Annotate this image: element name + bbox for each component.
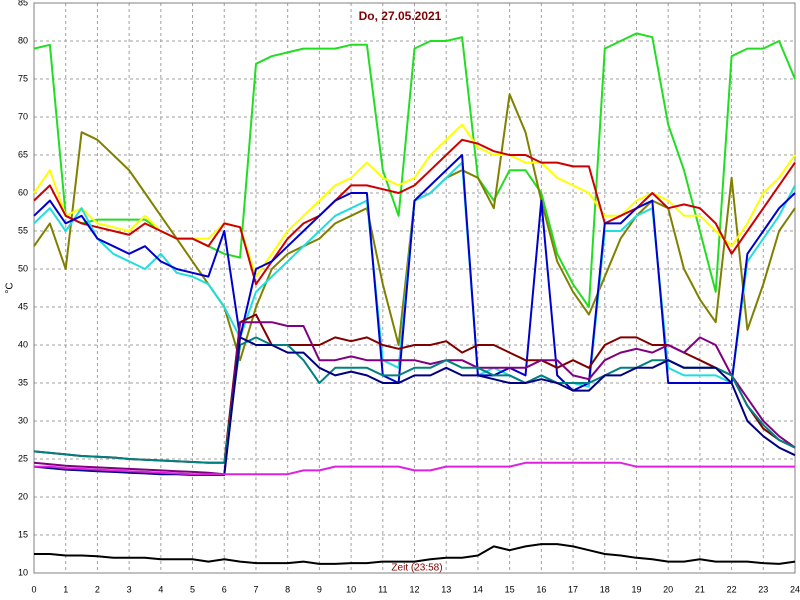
x-tick-label: 24 — [790, 584, 800, 594]
x-tick-label: 5 — [190, 584, 195, 594]
x-tick-label: 10 — [346, 584, 356, 594]
x-tick-label: 11 — [378, 584, 387, 594]
y-tick-label: 10 — [18, 567, 28, 577]
x-tick-label: 17 — [568, 584, 578, 594]
x-tick-label: 2 — [95, 584, 100, 594]
y-tick-label: 85 — [18, 0, 28, 7]
series-line — [33, 321, 796, 476]
y-tick-label: 35 — [18, 377, 28, 387]
x-tick-label: 19 — [631, 584, 641, 594]
x-tick-label: 15 — [505, 584, 515, 594]
y-tick-label: 60 — [18, 187, 28, 197]
x-tick-label: 9 — [317, 584, 322, 594]
y-tick-label: 65 — [18, 149, 28, 159]
chart-title: Do, 27.05.2021 — [359, 9, 442, 23]
x-tick-label: 0 — [31, 584, 36, 594]
x-tick-label: 22 — [727, 584, 737, 594]
annotation: Zeit (23:58) — [391, 563, 442, 574]
x-tick-label: 13 — [441, 584, 451, 594]
x-tick-label: 7 — [253, 584, 258, 594]
x-tick-label: 21 — [695, 584, 705, 594]
y-tick-label: 20 — [18, 491, 28, 501]
y-tick-label: 50 — [18, 263, 28, 273]
series-line — [34, 461, 795, 476]
y-tick-label: 30 — [18, 415, 28, 425]
y-tick-label: 15 — [18, 529, 28, 539]
y-tick-label: 55 — [18, 225, 28, 235]
series-line — [33, 336, 796, 476]
x-tick-label: 18 — [600, 584, 610, 594]
y-tick-label: 80 — [18, 35, 28, 45]
y-tick-label: 75 — [18, 73, 28, 83]
x-tick-label: 23 — [758, 584, 768, 594]
x-tick-label: 12 — [409, 584, 419, 594]
x-tick-label: 6 — [222, 584, 227, 594]
series-line — [33, 154, 796, 392]
x-tick-label: 1 — [63, 584, 68, 594]
x-tick-label: 16 — [536, 584, 546, 594]
y-axis-label: °C — [5, 282, 16, 293]
plot-frame — [33, 2, 796, 574]
x-tick-label: 3 — [127, 584, 132, 594]
x-tick-label: 8 — [285, 584, 290, 594]
y-tick-label: 25 — [18, 453, 28, 463]
series-line — [33, 138, 796, 286]
y-tick-label: 70 — [18, 111, 28, 121]
y-tick-label: 40 — [18, 339, 28, 349]
y-tick-label: 45 — [18, 301, 28, 311]
x-tick-label: 14 — [473, 584, 483, 594]
x-tick-label: 4 — [158, 584, 163, 594]
x-tick-label: 20 — [663, 584, 673, 594]
series-line — [34, 543, 796, 565]
